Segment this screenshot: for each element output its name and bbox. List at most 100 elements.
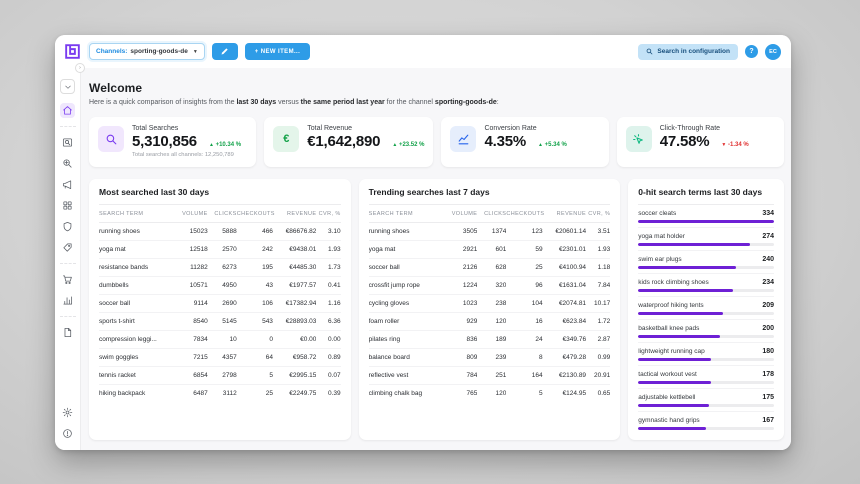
- zero-hit-item[interactable]: swim ear plugs 240: [638, 251, 774, 274]
- table-row[interactable]: yoga mat 2921 601 59 €2301.01 1.93: [368, 240, 611, 259]
- cart-icon: [62, 275, 72, 284]
- zero-hit-count: 209: [762, 302, 774, 309]
- search-term-cell: tennis racket: [99, 366, 174, 385]
- page-title: Welcome: [89, 81, 143, 95]
- main-content: Welcome Here is a quick comparison of in…: [81, 68, 791, 450]
- sidebar-item-analytics[interactable]: [60, 293, 75, 308]
- sidebar-item-about[interactable]: [60, 426, 75, 441]
- edit-channel-button[interactable]: [211, 43, 238, 60]
- search-term-cell: crossfit jump rope: [368, 276, 444, 295]
- table-row[interactable]: hiking backpack 6487 3112 25 €2249.75 0.39: [99, 385, 341, 403]
- zero-hit-item[interactable]: adjustable kettlebell 175: [638, 389, 774, 412]
- table-row[interactable]: running shoes 15023 5888 466 €86676.82 3.10: [99, 222, 341, 241]
- sidebar-item-home[interactable]: [60, 103, 75, 118]
- table-row[interactable]: yoga mat 12518 2570 242 €9438.01 1.93: [99, 240, 341, 259]
- metric-cell: €479.28: [542, 348, 587, 367]
- metric-cell: 601: [477, 240, 507, 259]
- kpi-title: Total Searches: [132, 125, 179, 132]
- zero-hit-item[interactable]: basketball knee pads 200: [638, 320, 774, 343]
- table-row[interactable]: compression leggi... 7834 10 0 €0.00 0.00: [99, 330, 341, 349]
- help-button[interactable]: ?: [745, 45, 758, 58]
- metric-cell: 7834: [173, 330, 208, 349]
- metric-cell: 24: [506, 330, 543, 349]
- sidebar-item-documents[interactable]: [60, 325, 75, 340]
- table-row[interactable]: soccer ball 2126 628 25 €4100.94 1.18: [368, 258, 611, 277]
- sidebar-bottom-group: [60, 402, 75, 444]
- new-item-button[interactable]: + NEW ITEM...: [244, 43, 311, 60]
- metric-cell: €86676.82: [272, 222, 317, 241]
- kpi-delta: ▼ -1.34 %: [721, 142, 749, 148]
- sidebar-collapse-button[interactable]: [60, 79, 75, 94]
- metric-cell: €20601.14: [542, 222, 587, 241]
- zero-hit-count: 334: [762, 210, 774, 217]
- sidebar-divider: [59, 126, 76, 127]
- app-logo-icon: [65, 44, 80, 59]
- file-icon: [64, 327, 72, 338]
- metric-cell: 25: [506, 258, 543, 277]
- sidebar-item-campaigns[interactable]: [60, 177, 75, 192]
- table-row[interactable]: reflective vest 784 251 164 €2130.89 20.91: [368, 366, 611, 385]
- user-avatar[interactable]: EC: [765, 43, 781, 60]
- table-row[interactable]: balance board 809 239 8 €479.28 0.99: [368, 348, 611, 367]
- zero-hit-item[interactable]: yoga mat holder 274: [638, 228, 774, 251]
- search-term-cell: balance board: [368, 348, 444, 367]
- config-search-input[interactable]: Search in configuration: [638, 43, 738, 60]
- zero-hit-item[interactable]: tactical workout vest 178: [638, 366, 774, 389]
- sidebar-item-search-insights[interactable]: [60, 135, 75, 150]
- metric-cell: 784: [443, 366, 478, 385]
- metric-cell: 1.73: [316, 258, 341, 277]
- zero-hit-bar: [638, 312, 724, 315]
- table-row[interactable]: resistance bands 11282 6273 195 €4485.30 1.73: [99, 258, 341, 277]
- zero-hit-item[interactable]: gymnastic hand grips 167: [638, 412, 774, 434]
- metric-cell: 4357: [207, 348, 237, 367]
- channel-selector[interactable]: Channels: sporting-goods-de ▼: [89, 43, 205, 60]
- zero-hit-term: lightweight running cap: [638, 348, 705, 355]
- kpi-value: €1,642,890: [307, 133, 381, 150]
- sidebar-expand-handle[interactable]: ›: [75, 63, 85, 73]
- metric-cell: 10.17: [586, 294, 611, 313]
- kpi-value: 47.58%: [659, 133, 710, 150]
- metric-cell: 120: [477, 312, 507, 331]
- table-row[interactable]: foam roller 929 120 16 €623.84 1.72: [368, 312, 611, 331]
- sidebar-item-modules[interactable]: [60, 198, 75, 213]
- sidebar-item-security[interactable]: [60, 219, 75, 234]
- search-term-cell: running shoes: [368, 222, 444, 241]
- config-search-placeholder: Search in configuration: [657, 48, 730, 55]
- metric-cell: 0.39: [327, 390, 341, 397]
- metric-cell: 10571: [173, 276, 208, 295]
- metric-cell: 10: [207, 330, 237, 349]
- table-row[interactable]: swim goggles 7215 4357 64 €958.72 0.89: [99, 348, 341, 367]
- zero-hit-item[interactable]: lightweight running cap 180: [638, 343, 774, 366]
- metric-cell: €0.00: [272, 330, 317, 349]
- zero-hit-bar: [638, 220, 774, 223]
- table-row[interactable]: sports t-shirt 8540 5145 543 €28893.03 6.36: [99, 312, 341, 331]
- table-row[interactable]: cycling gloves 1023 238 104 €2074.81 10.17: [368, 294, 611, 313]
- column-header: Volume: [443, 205, 478, 223]
- zero-hit-item[interactable]: kids rock climbing shoes 234: [638, 274, 774, 297]
- zero-hit-bar-track: [638, 381, 774, 384]
- table-row[interactable]: crossfit jump rope 1224 320 96 €1631.04 7.84: [368, 276, 611, 295]
- table-row[interactable]: pilates ring 836 189 24 €349.76 2.87: [368, 330, 611, 349]
- zero-hit-item[interactable]: waterproof hiking tents 209: [638, 297, 774, 320]
- table-row[interactable]: dumbbells 10571 4950 43 €1977.57 0.41: [99, 276, 341, 295]
- search-term-cell: swim goggles: [99, 348, 174, 367]
- table-row[interactable]: tennis racket 6854 2798 5 €2995.15 0.07: [99, 366, 341, 385]
- sidebar-item-query-tuning[interactable]: [60, 156, 75, 171]
- zero-hit-item[interactable]: soccer cleats 334: [638, 205, 774, 228]
- table-row[interactable]: running shoes 3505 1374 123 €20601.14 3.51: [368, 222, 611, 241]
- metric-cell: 2570: [207, 240, 237, 259]
- sidebar-item-settings[interactable]: [60, 405, 75, 420]
- table-row[interactable]: soccer ball 9114 2690 106 €17382.94 1.16: [99, 294, 341, 313]
- metric-cell: €2249.75: [289, 390, 317, 397]
- gear-icon: [62, 407, 73, 418]
- sidebar-item-orders[interactable]: [60, 272, 75, 287]
- table-row[interactable]: climbing chalk bag 765 120 5 €124.95 0.65: [369, 385, 611, 403]
- metric-cell: 2798: [207, 366, 237, 385]
- channel-selector-value: sporting-goods-de: [130, 48, 188, 55]
- metric-cell: €2301.01: [542, 240, 587, 259]
- search-term-cell: climbing chalk bag: [368, 390, 423, 397]
- zero-hit-list: soccer cleats 334 yoga mat holder 274 swim e…: [638, 205, 774, 434]
- sidebar-divider: [59, 263, 76, 264]
- home-icon: [63, 106, 72, 115]
- sidebar-item-tags[interactable]: [60, 240, 75, 255]
